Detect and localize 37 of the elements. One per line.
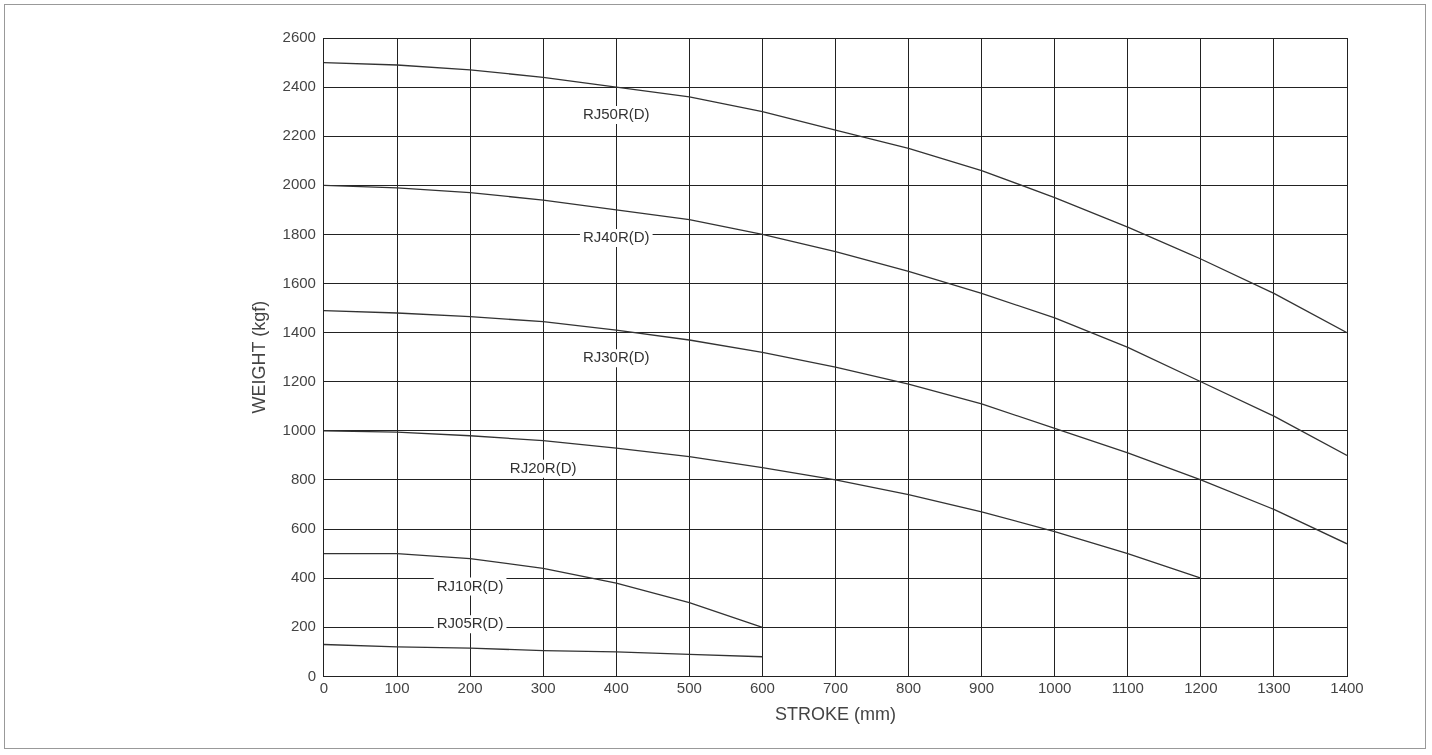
x-tick-label: 700 [822, 678, 848, 696]
y-tick-label: 2000 [282, 175, 316, 193]
y-tick-label: 800 [290, 470, 316, 488]
series-label: RJ40R(D) [582, 228, 650, 246]
y-tick-label: 200 [290, 617, 316, 635]
x-tick-label: 1000 [1038, 678, 1072, 696]
y-tick-label: 1200 [282, 371, 316, 389]
x-tick-label: 500 [676, 678, 702, 696]
x-tick-label: 600 [749, 678, 775, 696]
x-tick-label: 400 [603, 678, 629, 696]
y-axis-title: WEIGHT (kgf) [248, 300, 269, 414]
series-label: RJ20R(D) [509, 458, 577, 476]
x-tick-label: 200 [457, 678, 483, 696]
y-tick-label: 1000 [282, 421, 316, 438]
y-tick-label: 2600 [282, 28, 316, 46]
y-tick-label: 0 [307, 666, 316, 684]
x-tick-label: 1400 [1330, 678, 1364, 696]
series-label: RJ30R(D) [582, 348, 650, 366]
y-tick-label: 1600 [282, 273, 316, 291]
x-tick-label: 1200 [1184, 678, 1218, 696]
y-tick-label: 400 [290, 568, 316, 586]
x-tick-label: 300 [530, 678, 556, 696]
x-tick-label: 100 [384, 678, 410, 696]
x-tick-label: 0 [319, 678, 329, 696]
x-axis-title: STROKE (mm) [774, 704, 896, 725]
series-label: RJ10R(D) [436, 576, 504, 594]
y-tick-label: 1400 [282, 322, 316, 340]
x-tick-label: 1300 [1257, 678, 1291, 696]
y-tick-label: 2200 [282, 126, 316, 144]
y-tick-label: 600 [290, 519, 316, 537]
x-tick-label: 900 [969, 678, 995, 696]
x-tick-label: 800 [896, 678, 922, 696]
y-tick-label: 2400 [282, 77, 316, 95]
series-label: RJ50R(D) [582, 105, 650, 123]
y-tick-label: 1800 [282, 224, 316, 242]
series-label: RJ05R(D) [436, 614, 504, 632]
x-tick-label: 1100 [1111, 678, 1144, 696]
